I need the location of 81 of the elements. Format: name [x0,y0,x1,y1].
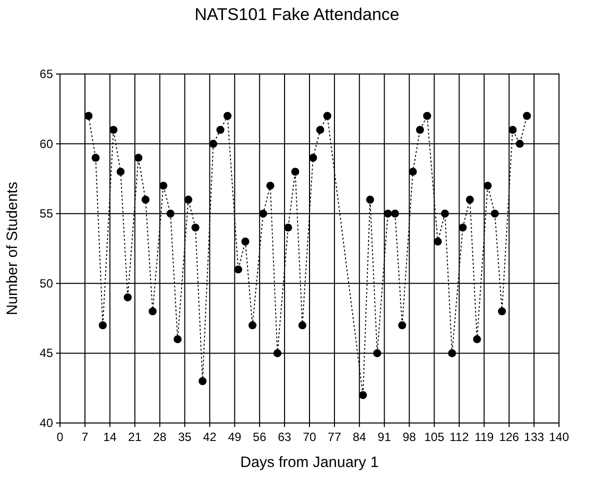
point [184,196,192,204]
point [516,140,524,148]
x-tick-label: 28 [153,430,167,444]
x-tick-label: 35 [178,430,192,444]
x-tick-label: 91 [378,430,392,444]
x-tick-label: 126 [499,430,520,444]
point [124,293,132,302]
point [458,224,467,232]
point [191,224,200,232]
x-tick-label: 112 [450,430,470,444]
point [266,182,274,190]
x-tick-label: 49 [228,430,242,444]
point [142,196,150,204]
y-tick-label: 40 [40,416,54,430]
x-tick-label: 105 [424,430,445,444]
x-tick-label: 119 [474,430,494,444]
point [224,112,232,120]
point [440,210,449,218]
chart-title: NATS101 Fake Attendance [194,5,400,24]
point [448,349,456,358]
x-tick-label: 77 [328,430,342,444]
x-tick-label: 0 [56,430,64,444]
x-tick-label: 14 [103,430,117,444]
point [198,377,207,386]
point [92,154,100,162]
point [498,307,506,316]
y-tick-label: 45 [40,346,54,360]
x-tick-label: 7 [82,430,89,444]
point [508,126,517,134]
point [248,321,256,330]
x-tick-label: 42 [203,430,217,444]
point [109,126,118,134]
y-tick-label: 60 [40,136,54,151]
point [408,168,417,176]
x-tick-label: 133 [524,430,544,444]
point [373,349,382,358]
point [484,182,492,190]
point [166,210,174,218]
point [358,391,367,400]
point [416,126,424,134]
point [316,126,324,134]
point [309,154,318,162]
point [466,196,474,204]
point [398,321,406,330]
x-tick-label: 98 [402,430,416,444]
x-tick-label: 84 [352,430,366,444]
point [291,168,300,176]
point [434,238,442,246]
x-tick-label: 56 [252,430,267,444]
y-tick-label: 50 [40,276,54,290]
point [522,112,531,120]
point [116,168,125,176]
x-tick-label: 63 [278,430,292,444]
point [234,265,242,274]
point [473,335,482,344]
point [216,126,224,134]
x-tick-label: 21 [128,430,142,444]
x-tick-label: 140 [548,430,570,444]
y-axis-title: Number of Students [4,182,21,316]
point [391,210,400,218]
point [148,307,157,316]
x-tick-label: 70 [302,430,316,444]
point [284,224,292,232]
point [323,112,332,120]
point [241,238,250,246]
point [490,210,499,218]
point [366,196,374,204]
y-tick-label: 55 [40,206,54,221]
point [134,154,142,162]
point [98,321,107,330]
x-axis-title: Days from January 1 [240,454,379,471]
point [384,210,392,218]
point [273,349,282,358]
y-tick-label: 65 [40,67,54,81]
point [174,335,182,344]
point [423,112,432,120]
point [209,140,218,148]
point [84,112,93,120]
point [159,182,168,190]
point [259,210,268,218]
point [298,321,306,330]
